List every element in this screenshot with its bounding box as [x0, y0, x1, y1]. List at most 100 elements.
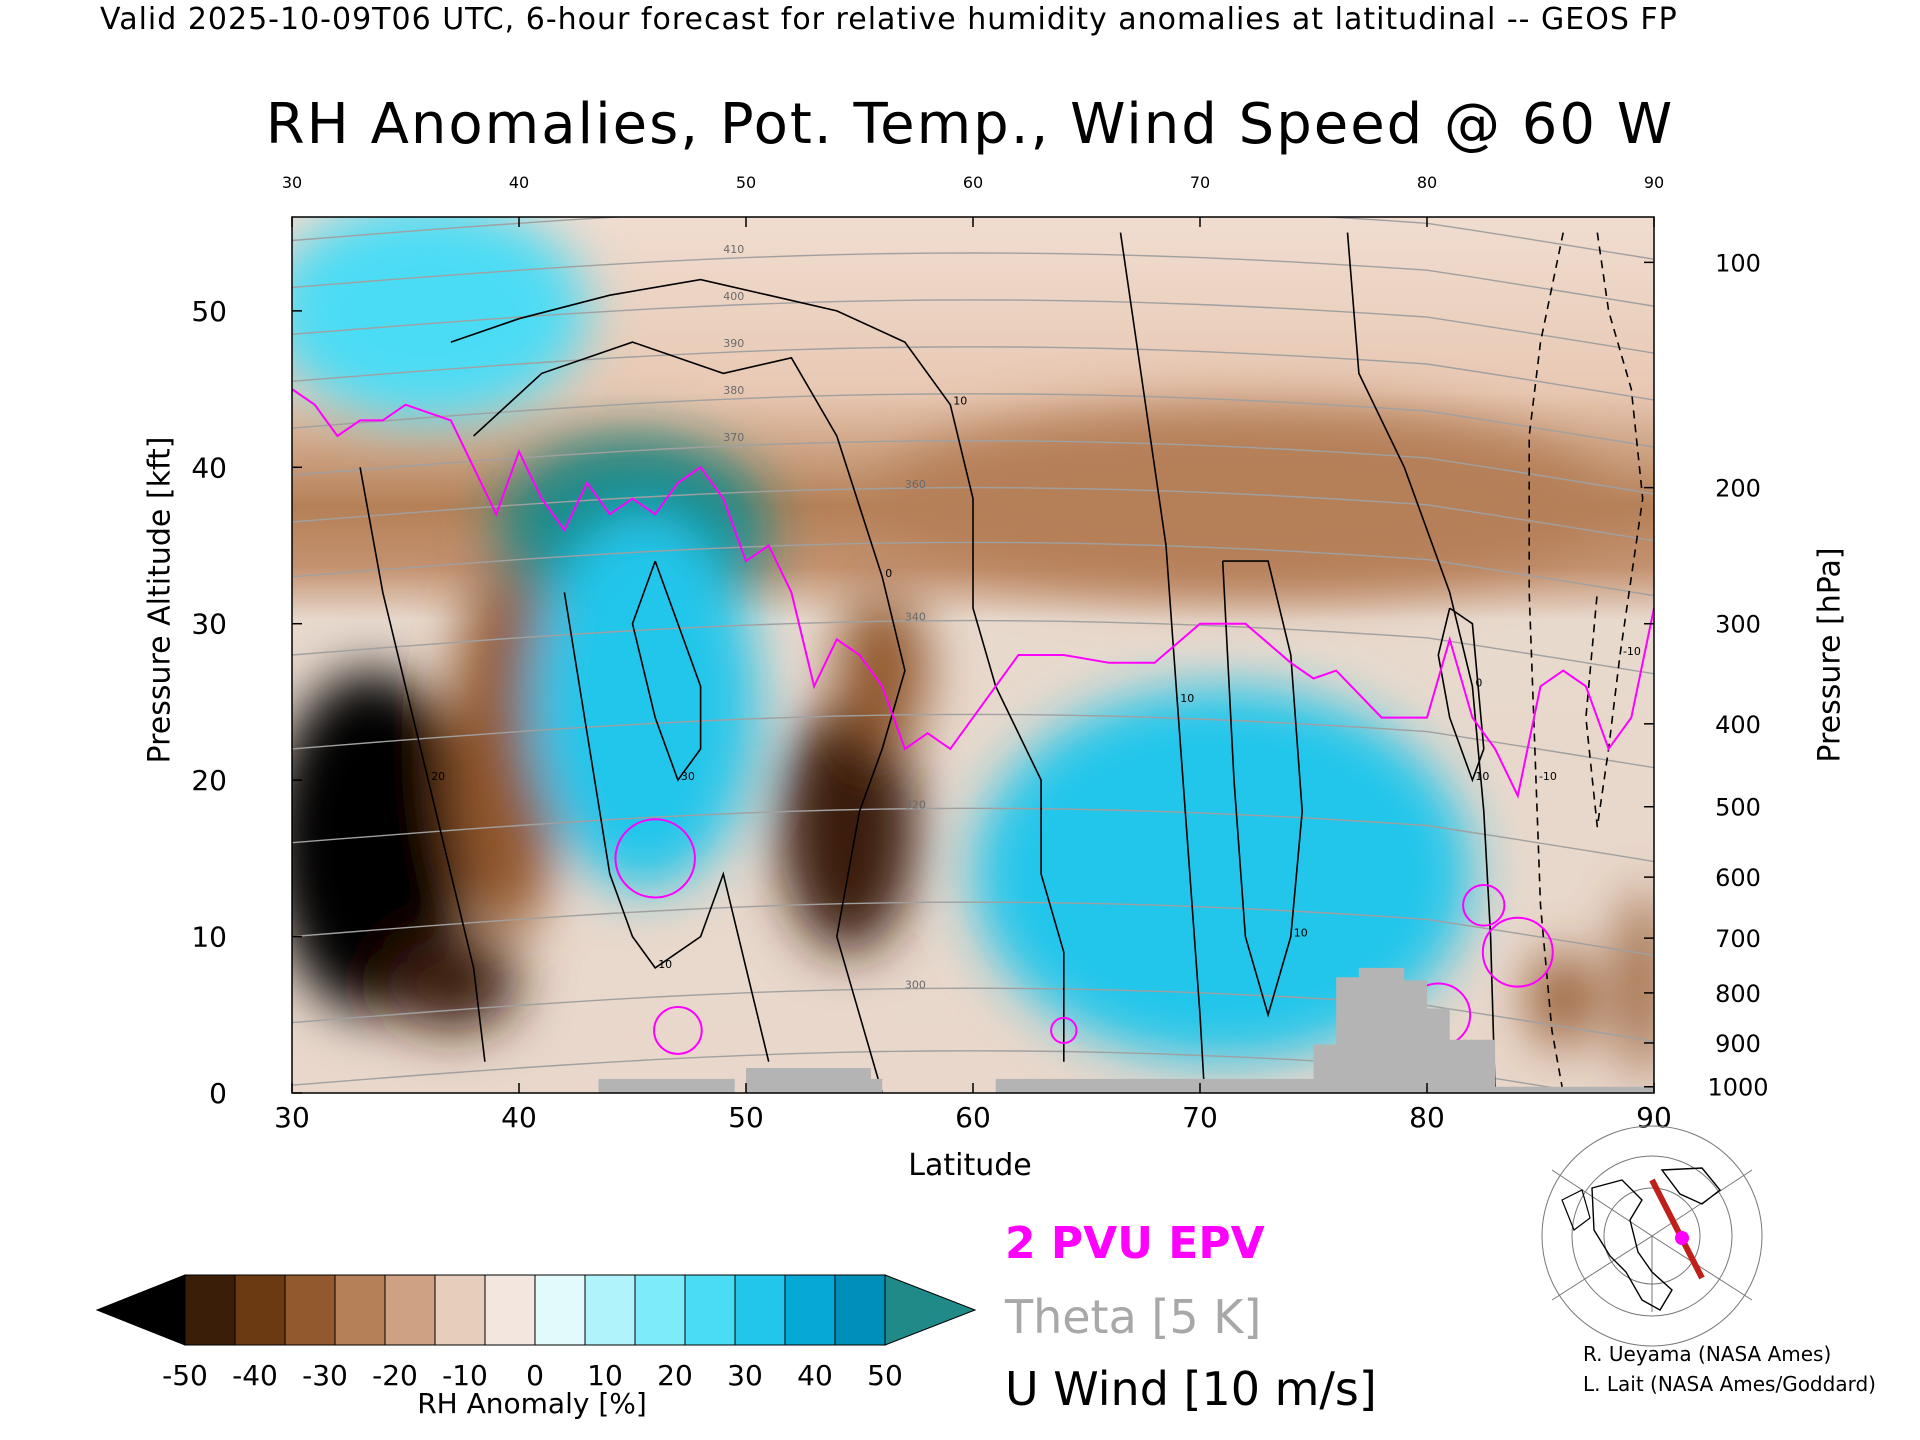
colorbar-tick-label: -20: [372, 1359, 418, 1392]
colorbar-segment: [184, 1274, 236, 1346]
rh-anomaly-region: [382, 936, 519, 1031]
theta-label-420: 420: [723, 196, 744, 209]
x-tick-label-top: 50: [736, 173, 756, 192]
u-wind-label-9: -10: [1539, 770, 1557, 783]
colorbar-tick-label: -50: [162, 1359, 208, 1392]
y2-tick-label-right: 1000: [1707, 1074, 1768, 1102]
colorbar-tick-label: 20: [657, 1359, 693, 1392]
terrain: [292, 967, 1654, 1093]
y2-tick-label-right: 900: [1715, 1030, 1761, 1058]
theta-contour-320: [292, 807, 1654, 863]
u-wind-label-7: 10: [1294, 927, 1308, 940]
u-wind-label-4: 10: [658, 958, 672, 971]
theta-contour-360: [292, 486, 1654, 542]
theta-label-380: 380: [723, 384, 744, 397]
theta-contour-330: [292, 713, 1654, 769]
theta-label-360: 360: [905, 478, 926, 491]
theta-contour-310: [292, 901, 1654, 956]
legend-wind: U Wind [10 m/s]: [1005, 1362, 1377, 1416]
x-tick-label-bottom: 70: [1182, 1101, 1218, 1134]
u-wind-contour-10: [1437, 607, 1485, 783]
theta-label-300: 300: [905, 978, 926, 991]
x-tick-label-bottom: 50: [728, 1101, 764, 1134]
x-tick-label-top: 80: [1417, 173, 1437, 192]
u-wind-contour-10: [1119, 232, 1206, 1093]
rh-anomaly-region: [882, 404, 1609, 593]
x-tick-label-bottom: 80: [1409, 1101, 1445, 1134]
u-wind-contour-30: [631, 560, 702, 782]
colorbar-segment: [484, 1274, 536, 1346]
x-tick-label-bottom: 30: [274, 1101, 310, 1134]
chart-title: RH Anomalies, Pot. Temp., Wind Speed @ 6…: [265, 92, 1675, 157]
colorbar-tick-label: 0: [526, 1359, 544, 1392]
rh-anomaly-field: [292, 217, 1654, 1078]
theta-contour-410: [292, 252, 1654, 307]
colorbar-segment: [534, 1274, 586, 1346]
theta-contour-370: [292, 439, 1654, 495]
u-wind-label-0: 0: [885, 567, 892, 580]
theta-contour-390: [292, 346, 1654, 401]
header-valid-line: Valid 2025-10-09T06 UTC, 6-hour forecast…: [100, 2, 1678, 37]
theta-contour-380: [292, 393, 1654, 448]
epv-blob-4: [1481, 916, 1554, 988]
u-wind-label-10: -10: [1623, 645, 1641, 658]
colorbar-tick-label: 50: [867, 1359, 903, 1392]
colorbar-tick-label: 30: [727, 1359, 763, 1392]
y-tick-label-left: 50: [191, 295, 227, 328]
legend-epv: 2 PVU EPV: [1005, 1218, 1265, 1269]
y-tick-label-left: 40: [191, 451, 227, 484]
rh-anomaly-region: [1529, 952, 1598, 1047]
colorbar-segment: [234, 1274, 286, 1346]
rh-anomaly-region: [292, 670, 474, 1015]
colorbar-segment: [334, 1274, 386, 1346]
colorbar-segment: [584, 1274, 636, 1346]
u-wind-contour-20: [359, 467, 486, 1062]
colorbar-segment: [284, 1274, 336, 1346]
y2-tick-label-right: 700: [1715, 925, 1761, 953]
y2-tick-label-right: 600: [1715, 864, 1761, 892]
colorbar-segment: [834, 1274, 886, 1346]
y2-tick-label-right: 800: [1715, 980, 1761, 1008]
colorbar-segment: [734, 1274, 786, 1346]
u-wind-label-8: 10: [1475, 770, 1489, 783]
rh-anomaly-region: [1619, 889, 1654, 1078]
u-wind-contours: 0 10 10 0 10 20 30 10 10 -10 -10: [359, 232, 1644, 1093]
y2-tick-label-right: 400: [1715, 711, 1761, 739]
x-tick-label-top: 60: [963, 173, 983, 192]
y-tick-label-left: 30: [191, 608, 227, 641]
epv-2pvu-line: [292, 388, 1654, 799]
colorbar-svg: -50 -40 -30 -20 -10 0 10 20 30 40 50: [95, 1274, 977, 1392]
u-wind-contour--10: [1585, 232, 1644, 828]
x-tick-label-top: 40: [509, 173, 529, 192]
y2-tick-label-right: 500: [1715, 794, 1761, 822]
theta-label-320: 320: [905, 798, 926, 811]
y-tick-label-left: 20: [191, 764, 227, 797]
colorbar-tick-label: 40: [797, 1359, 833, 1392]
epv-blob-1: [653, 1005, 703, 1055]
u-wind-contour-0: [1346, 232, 1496, 1093]
rh-anomaly-region: [292, 217, 588, 421]
u-wind-contour-10: [1221, 560, 1304, 1018]
colorbar-tick-label: -10: [442, 1359, 488, 1392]
u-wind-label-3: 0: [1475, 676, 1482, 689]
u-wind-contour-10: [563, 592, 770, 1062]
x-axis-label: Latitude: [908, 1148, 1032, 1183]
theta-label-340: 340: [905, 611, 926, 624]
x-tick-label-top: 90: [1644, 173, 1664, 192]
inset-map: [1541, 1125, 1763, 1347]
colorbar-segment: [384, 1274, 436, 1346]
theta-label-400: 400: [723, 290, 744, 303]
u-wind-label-1: 10: [953, 395, 967, 408]
u-wind-label-6: 30: [681, 770, 695, 783]
rh-anomaly-region: [780, 701, 917, 953]
theta-label-390: 390: [723, 337, 744, 350]
credit-line-1: R. Ueyama (NASA Ames): [1583, 1342, 1832, 1366]
rh-anomaly-region: [972, 686, 1473, 1062]
u-wind-contour-0: [473, 341, 906, 1093]
terrain-shape: [292, 967, 1654, 1093]
rh-anomaly-region: [530, 514, 758, 890]
colorbar-segment: [784, 1274, 836, 1346]
colorbar-label: RH Anomaly [%]: [417, 1387, 647, 1420]
u-wind-contour--10: [1528, 232, 1564, 1093]
